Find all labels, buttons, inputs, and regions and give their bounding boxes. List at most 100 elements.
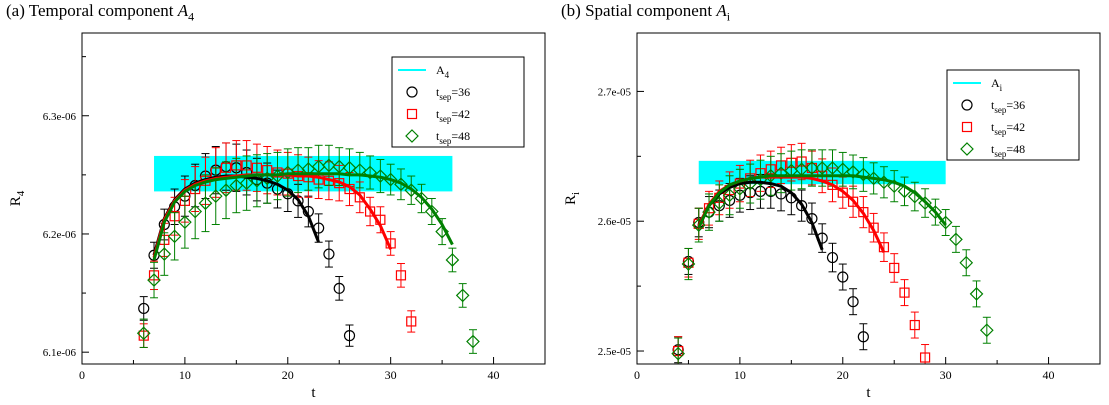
legend-label-sub: sep	[994, 149, 1006, 159]
marker-diamond	[825, 161, 840, 175]
legend-label-sub: sep	[439, 92, 451, 102]
legend-label-sub: sep	[439, 114, 451, 124]
marker-square	[406, 316, 417, 327]
marker-diamond	[733, 181, 747, 196]
x-tick-label: 30	[385, 368, 397, 382]
marker-diamond	[722, 188, 737, 203]
legend-label-main: t	[991, 98, 995, 112]
panel-title-prefix: (a) Temporal component	[6, 1, 178, 20]
marker-diamond	[424, 204, 439, 219]
marker-circle	[837, 271, 849, 283]
legend-label-suffix: =36	[1006, 98, 1025, 112]
legend-label-main: t	[436, 85, 440, 99]
x-tick-label: 40	[488, 368, 500, 382]
marker-diamond	[373, 169, 388, 183]
marker-circle	[343, 330, 356, 342]
marker-diamond	[671, 346, 686, 361]
marker-square	[961, 121, 973, 133]
marker-square	[919, 352, 931, 363]
marker-circle	[796, 200, 808, 212]
marker-diamond	[774, 166, 788, 181]
legend-label: tsep=42	[436, 107, 470, 124]
chart-temporal: 0 10 20 30 406.1e-066.2e-066.3e-06tR4A4tsep=…	[8, 32, 546, 401]
marker-circle	[847, 296, 859, 308]
marker-diamond	[455, 288, 470, 303]
legend-label-sub: sep	[439, 136, 451, 146]
legend-label: tsep=48	[991, 142, 1025, 159]
marker-diamond	[405, 129, 419, 143]
marker-diamond	[136, 326, 151, 341]
marker-diamond	[969, 287, 984, 301]
marker-diamond	[691, 218, 706, 232]
marker-square	[889, 262, 900, 274]
marker-diamond	[805, 161, 819, 175]
legend-label-main: t	[991, 142, 995, 156]
panel-title: (b) Spatial component Ai	[561, 1, 730, 24]
plot-area	[136, 140, 480, 354]
y-tick-label: 6.3e-06	[43, 111, 77, 123]
marker-diamond	[815, 161, 830, 175]
marker-square	[847, 196, 859, 207]
y-axis-label-main: R	[563, 195, 579, 205]
x-tick-label: 30	[940, 368, 952, 382]
legend-label-suffix: =36	[451, 85, 470, 99]
marker-diamond	[466, 334, 480, 349]
legend-label: tsep=36	[436, 85, 470, 102]
y-tick-label: 2.7e-05	[598, 86, 632, 98]
y-axis-label-main: R	[8, 196, 24, 206]
marker-diamond	[363, 165, 377, 180]
marker-diamond	[959, 255, 974, 270]
marker-diamond	[712, 196, 727, 210]
marker-square	[837, 187, 848, 198]
marker-circle	[961, 99, 973, 111]
y-tick-label: 2.5e-05	[598, 346, 632, 358]
marker-diamond	[322, 158, 336, 173]
panel-title-subscript: i	[726, 9, 731, 24]
series-circle	[672, 173, 869, 364]
marker-diamond	[846, 165, 860, 179]
marker-square	[858, 207, 869, 218]
marker-square	[909, 319, 920, 331]
legend-label-suffix: =42	[451, 107, 470, 121]
y-axis-label: R4	[8, 190, 27, 206]
x-tick-label: 20	[282, 368, 294, 382]
marker-diamond	[681, 257, 696, 271]
marker-diamond	[960, 142, 974, 156]
marker-diamond	[918, 196, 932, 210]
y-axis-label: Ri	[563, 192, 582, 205]
marker-square	[899, 287, 910, 298]
legend-label-main: t	[991, 120, 995, 134]
marker-circle	[323, 248, 335, 260]
y-tick-label: 6.1e-06	[43, 347, 77, 359]
legend-label-sub: i	[1000, 83, 1003, 93]
marker-diamond	[167, 229, 182, 244]
legend-label-sub: 4	[445, 70, 450, 80]
legend-label: tsep=36	[991, 98, 1025, 115]
x-tick-label: 0	[634, 368, 640, 382]
legend-label-main: A	[991, 76, 1000, 90]
panel-title-symbol: A	[716, 1, 727, 20]
marker-circle	[138, 302, 150, 315]
marker-diamond	[198, 196, 213, 211]
marker-diamond	[866, 171, 881, 186]
legend-label: Ai	[991, 76, 1003, 93]
marker-circle	[857, 331, 869, 343]
y-tick-label: 6.2e-06	[43, 229, 77, 241]
marker-diamond	[949, 232, 963, 247]
legend-label: A4	[436, 63, 450, 80]
legend-label-main: A	[436, 63, 445, 77]
marker-circle	[406, 86, 418, 98]
panel-title-subscript: 4	[188, 9, 195, 24]
x-tick-label: 10	[179, 368, 191, 382]
plot-frame	[636, 32, 1101, 365]
marker-diamond	[856, 167, 871, 182]
y-axis-label-sub: i	[570, 192, 582, 195]
marker-diamond	[763, 168, 778, 183]
x-axis-label: t	[866, 385, 871, 401]
marker-diamond	[188, 204, 203, 219]
legend-label-sub: sep	[994, 105, 1006, 115]
marker-diamond	[157, 247, 172, 261]
panel-title-prefix: (b) Spatial component	[561, 1, 717, 20]
panel-title: (a) Temporal component A4	[6, 1, 194, 24]
